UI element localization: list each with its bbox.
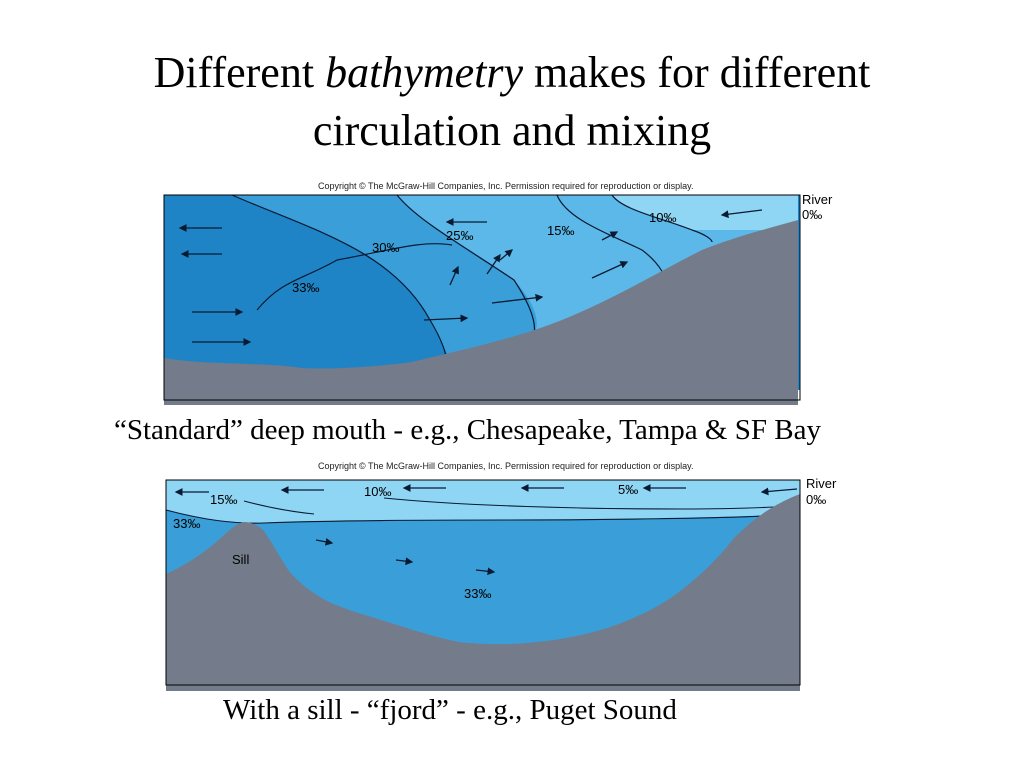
river-salinity: 0‰ <box>802 207 822 222</box>
isohaline-label-33: 33‰ <box>292 280 319 295</box>
isohaline-label-10: 10‰ <box>649 210 676 225</box>
river-label: River <box>802 192 833 207</box>
fjord-diagram: 15‰ 10‰ 5‰ 33‰ 33‰ Sill River 0‰ <box>165 476 837 691</box>
standard-estuary-diagram: 30‰ 25‰ 15‰ 10‰ 33‰ River 0‰ <box>163 192 833 405</box>
surface-label-10: 10‰ <box>364 484 391 499</box>
seafloor-with-sill <box>166 494 800 691</box>
bottom-caption: With a sill - “fjord” - e.g., Puget Soun… <box>223 694 677 726</box>
surface-label-15: 15‰ <box>210 492 237 507</box>
top-caption: “Standard” deep mouth - e.g., Chesapeake… <box>114 414 821 446</box>
flow-arrows <box>178 209 763 346</box>
title-italic: bathymetry <box>325 48 523 97</box>
sill-label: Sill <box>232 552 249 567</box>
river-label: River <box>806 476 837 491</box>
bottom-copyright: Copyright © The McGraw-Hill Companies, I… <box>318 461 694 471</box>
halocline-lines <box>165 497 775 524</box>
outer-label-33: 33‰ <box>173 516 200 531</box>
slide-title: Different bathymetry makes for different… <box>0 44 1024 160</box>
flow-arrows <box>174 484 798 576</box>
top-copyright: Copyright © The McGraw-Hill Companies, I… <box>318 181 694 191</box>
isohaline-label-30: 30‰ <box>372 240 399 255</box>
isohaline-label-25: 25‰ <box>446 228 473 243</box>
surface-water-layer <box>166 480 800 524</box>
river-salinity: 0‰ <box>806 492 826 507</box>
title-part2: makes for different <box>534 48 871 97</box>
title-part1: Different <box>153 48 315 97</box>
surface-label-5: 5‰ <box>618 482 638 497</box>
surface-water-zone <box>612 195 798 230</box>
deep-label-33: 33‰ <box>464 586 491 601</box>
diagram-frame <box>165 479 801 686</box>
title-line2: circulation and mixing <box>312 106 712 155</box>
isohaline-label-15: 15‰ <box>547 223 574 238</box>
diagram-frame <box>163 194 801 401</box>
seafloor <box>164 220 798 405</box>
